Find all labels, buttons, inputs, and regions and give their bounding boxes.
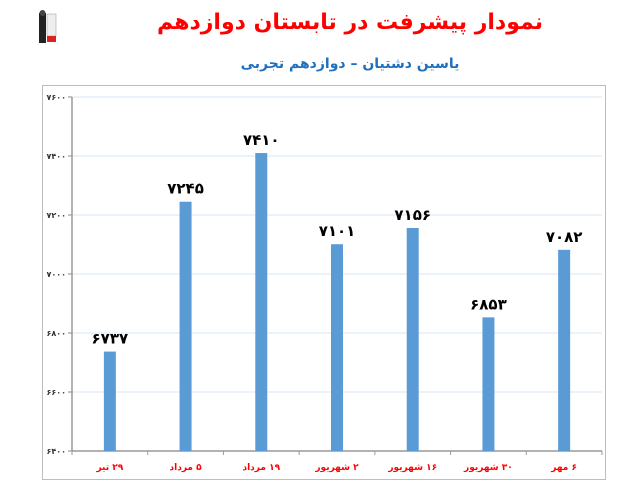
bar (331, 244, 343, 451)
data-label: ۷۴۱۰ (243, 131, 280, 149)
bar (406, 227, 419, 451)
x-tick-label: ۲۹ تیر (95, 463, 123, 473)
x-tick-label: ۳۰ شهریور (463, 463, 513, 473)
chart-frame (42, 85, 606, 480)
y-tick-label: ۷۰۰۰ (46, 270, 66, 279)
bar (255, 153, 268, 452)
logo (36, 9, 58, 44)
y-tick-label: ۷۲۰۰ (46, 211, 66, 220)
x-tick-label: ۶ مهر (550, 463, 577, 473)
chart-subtitle: یاسین دشتیان – دوازدهم تجربی (240, 56, 460, 72)
data-label: ۶۷۳۷ (92, 330, 129, 348)
y-tick-label: ۶۶۰۰ (46, 388, 66, 397)
x-tick-label: ۱۶ شهریور (387, 463, 437, 473)
data-label: ۷۱۰۱ (319, 222, 356, 240)
data-label: ۶۸۵۳ (470, 295, 507, 313)
bar (482, 317, 495, 451)
bar (558, 249, 571, 451)
y-tick-label: ۷۴۰۰ (46, 152, 66, 161)
data-label: ۷۰۸۲ (546, 228, 583, 246)
x-tick-label: ۵ مرداد (170, 463, 203, 473)
y-tick-label: ۷۶۰۰ (46, 93, 66, 102)
data-label: ۷۲۴۵ (167, 180, 204, 198)
chart-title: نمودار پیشرفت در تابستان دوازدهم (156, 10, 544, 35)
y-tick-label: ۶۸۰۰ (46, 329, 66, 338)
x-tick-label: ۲ شهریور (314, 463, 359, 473)
bar (179, 201, 192, 451)
x-tick-label: ۱۹ مرداد (242, 463, 280, 473)
data-label: ۷۱۵۶ (394, 206, 431, 224)
bar (103, 351, 116, 451)
y-tick-label: ۶۴۰۰ (46, 447, 66, 456)
